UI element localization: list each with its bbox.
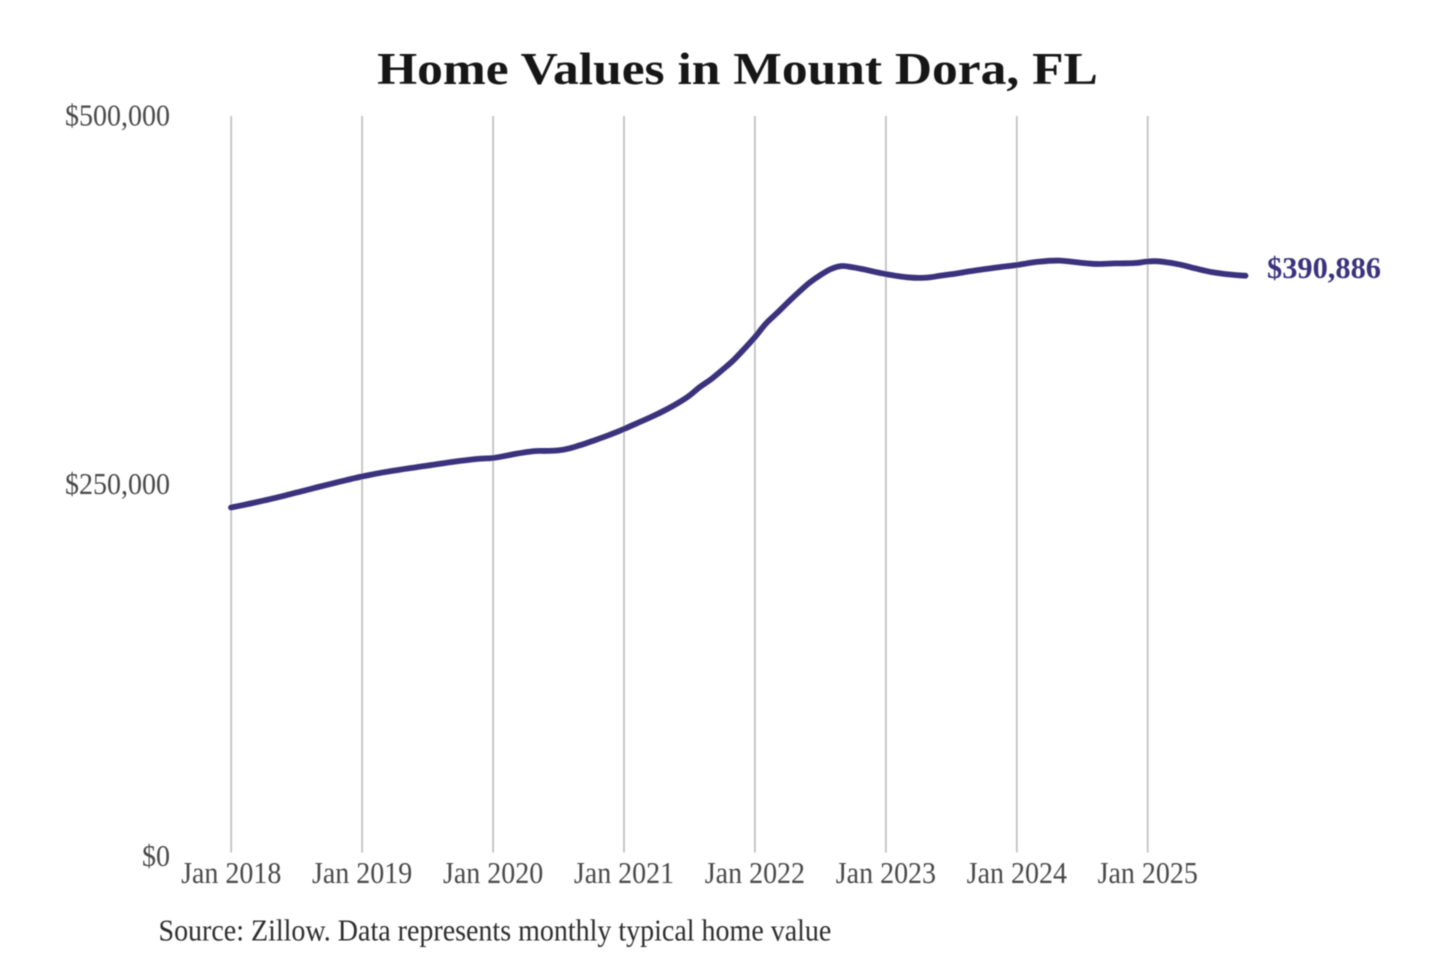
svg-text:Jan 2020: Jan 2020 bbox=[443, 857, 543, 890]
svg-text:Source: Zillow. Data represent: Source: Zillow. Data represents monthly … bbox=[159, 914, 832, 947]
svg-text:Jan 2021: Jan 2021 bbox=[574, 857, 674, 890]
svg-text:Jan 2018: Jan 2018 bbox=[181, 857, 281, 890]
svg-text:Jan 2024: Jan 2024 bbox=[967, 857, 1068, 890]
svg-text:$0: $0 bbox=[142, 840, 170, 873]
svg-text:Jan 2023: Jan 2023 bbox=[836, 857, 936, 890]
svg-text:Jan 2019: Jan 2019 bbox=[312, 857, 412, 890]
svg-text:$390,886: $390,886 bbox=[1267, 251, 1381, 285]
svg-text:Jan 2022: Jan 2022 bbox=[705, 857, 805, 890]
svg-text:$500,000: $500,000 bbox=[65, 99, 170, 132]
svg-text:Home Values in Mount Dora, FL: Home Values in Mount Dora, FL bbox=[377, 44, 1098, 95]
svg-text:Jan 2025: Jan 2025 bbox=[1098, 857, 1198, 890]
svg-text:$250,000: $250,000 bbox=[65, 468, 170, 501]
